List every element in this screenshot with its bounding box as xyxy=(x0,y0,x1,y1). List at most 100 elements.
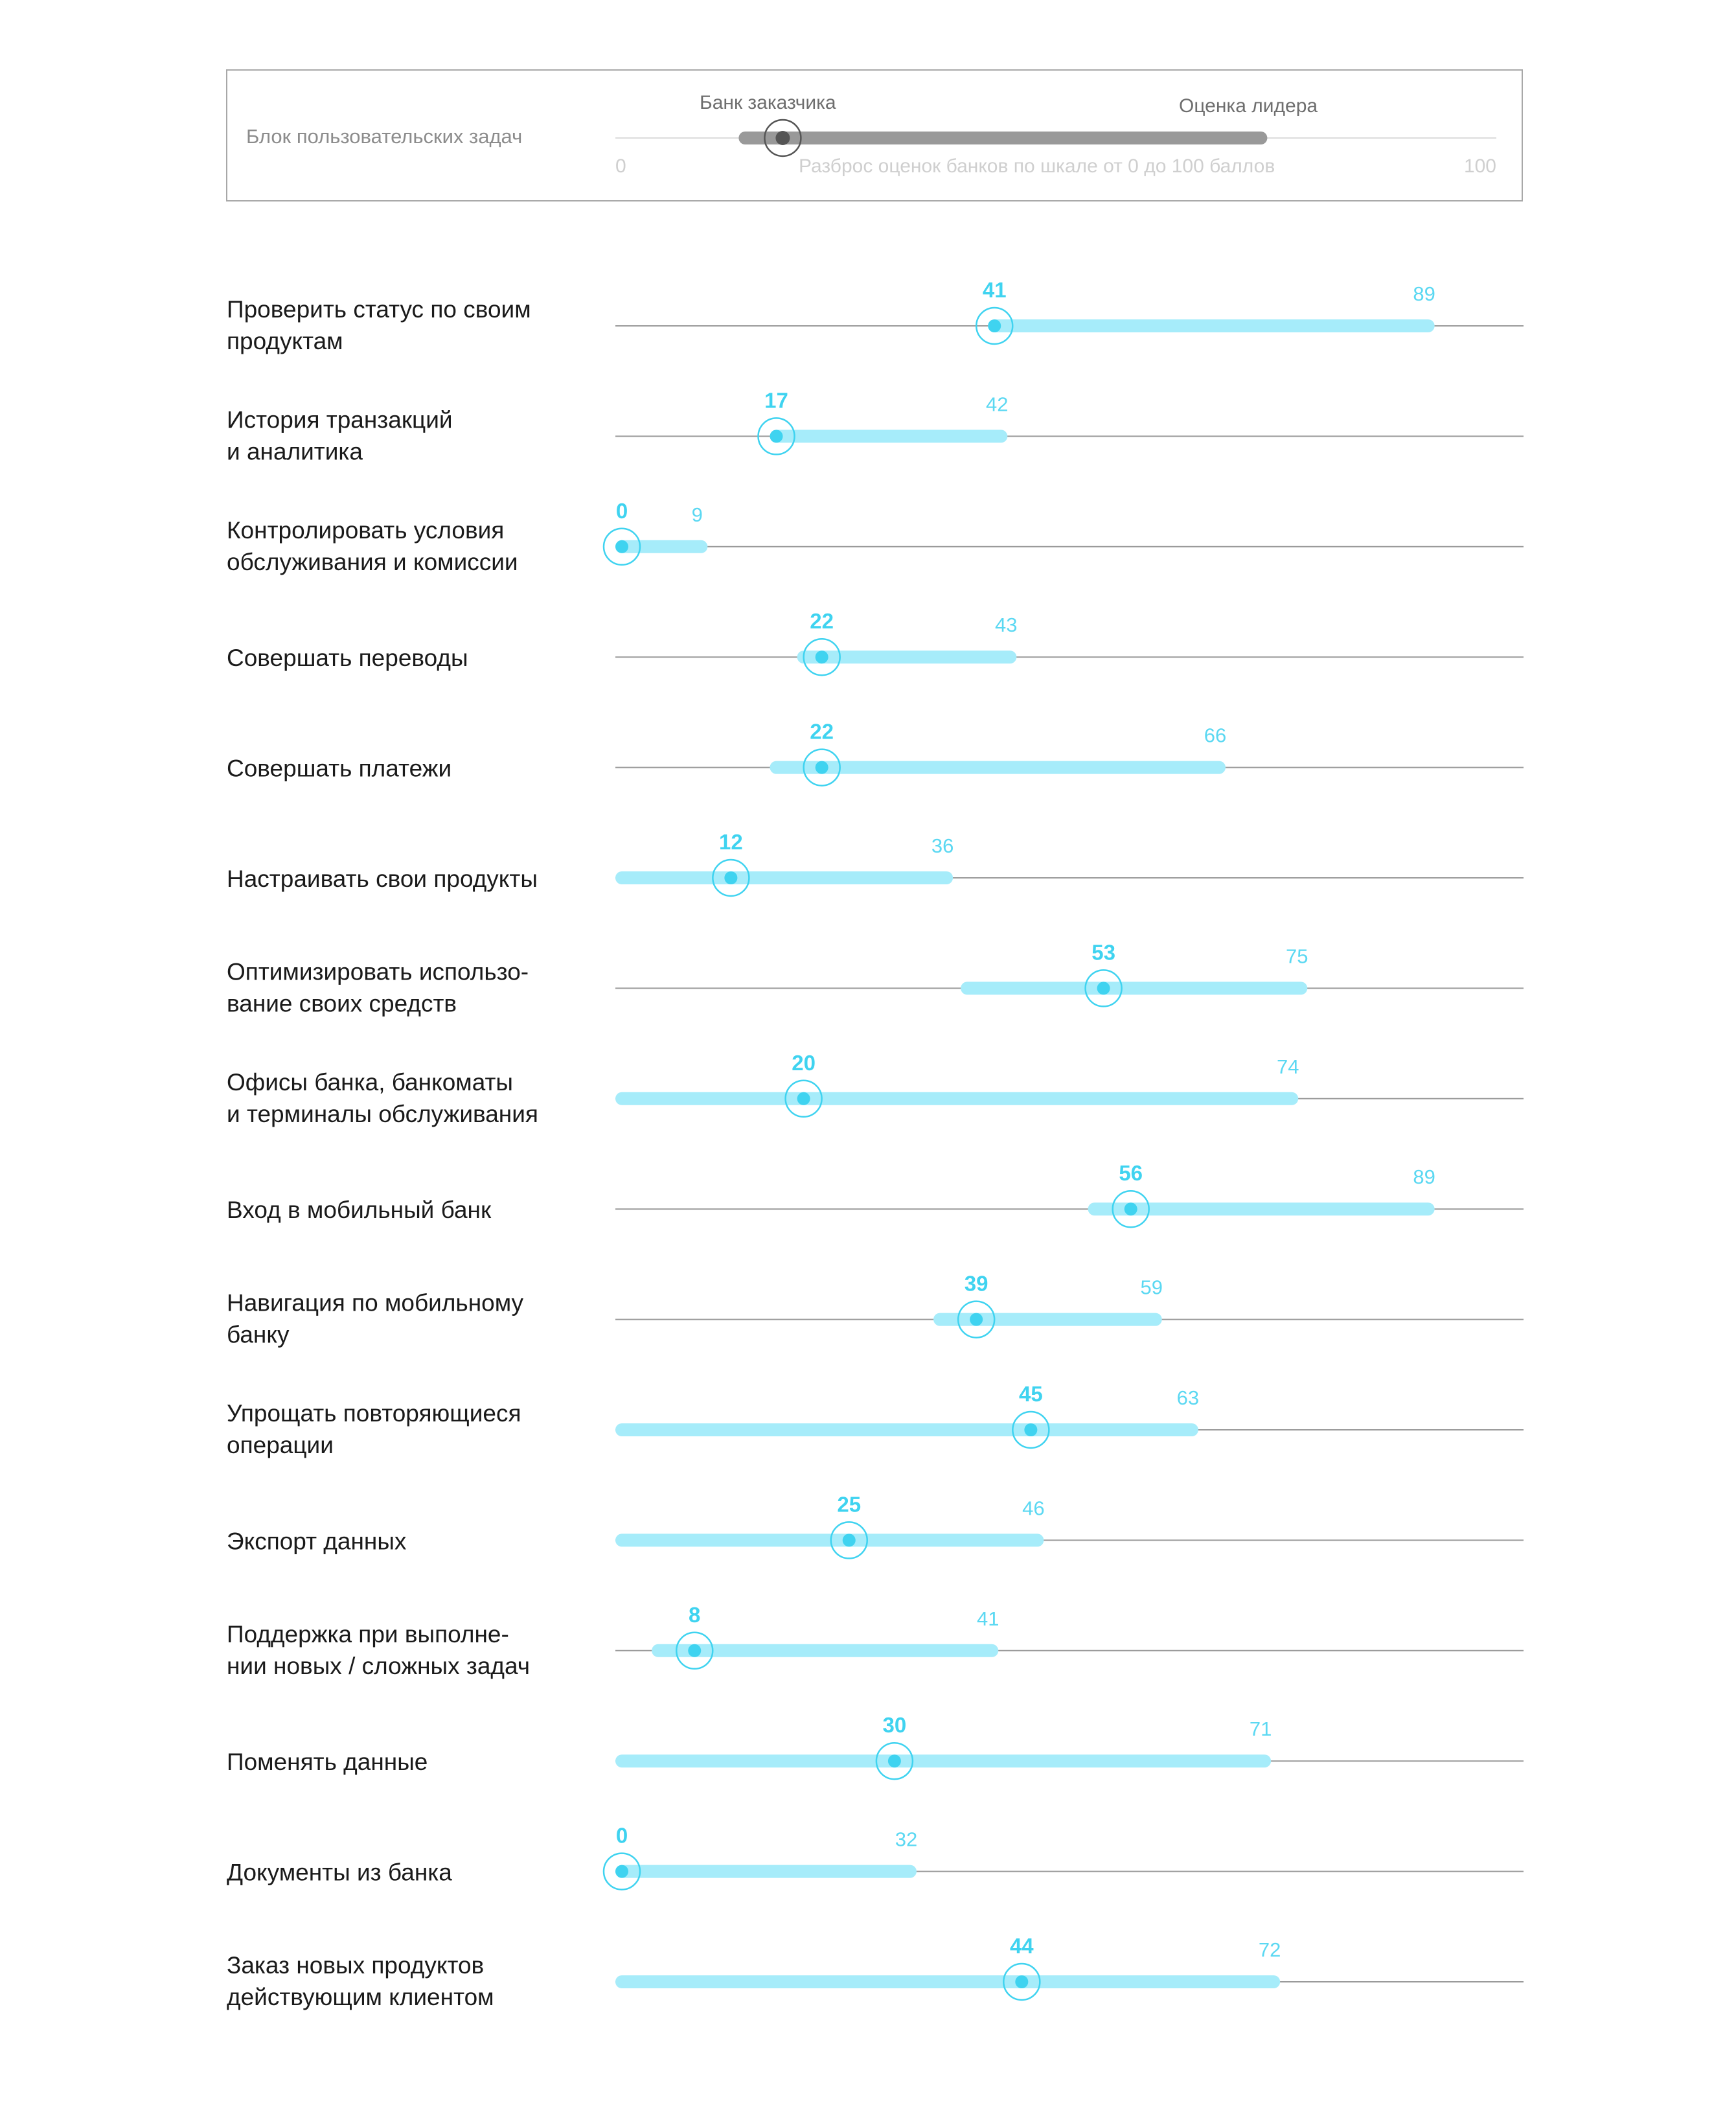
range-bar xyxy=(615,540,708,553)
client-score-label: 0 xyxy=(616,1824,628,1848)
task-label: Заказ новых продуктов действующим клиенто… xyxy=(227,1952,494,2010)
task-label: Настраивать свои продукты xyxy=(227,866,538,892)
chart-row: Поменять данные 30 71 xyxy=(227,1713,1524,1780)
client-dot xyxy=(842,1533,856,1547)
legend: Блок пользовательских задач Банк заказчи… xyxy=(226,69,1523,201)
leader-score-label: 59 xyxy=(1141,1276,1163,1299)
task-label-line: Поменять данные xyxy=(227,1749,428,1775)
legend-min-label: 0 xyxy=(615,155,626,177)
client-score-label: 39 xyxy=(965,1272,988,1296)
client-score-label: 25 xyxy=(837,1492,861,1516)
task-label-line: банку xyxy=(227,1322,290,1348)
task-label: Поддержка при выполне-нии новых / сложны… xyxy=(227,1621,530,1679)
chart-row: Проверить статус по своим продуктам 41 89 xyxy=(227,278,1524,354)
task-label-line: действующим клиентом xyxy=(227,1984,494,2010)
client-dot xyxy=(1024,1423,1038,1436)
client-score-label: 44 xyxy=(1010,1934,1034,1958)
task-label-line: Экспорт данных xyxy=(227,1528,407,1554)
task-label-line: Навигация по мобильному xyxy=(227,1290,524,1316)
client-ring xyxy=(602,1852,641,1890)
client-dot xyxy=(615,1865,628,1878)
client-ring xyxy=(975,306,1014,345)
task-label: Документы из банка xyxy=(227,1859,452,1886)
task-label-line: Совершать платежи xyxy=(227,755,451,782)
legend-client-label: Банк заказчика xyxy=(700,92,836,113)
client-score-label: 12 xyxy=(719,830,743,854)
task-label-line: История транзакций xyxy=(227,406,453,433)
task-label: Совершать переводы xyxy=(227,645,468,671)
client-dot xyxy=(887,1754,901,1768)
task-label: Контролировать условия обслуживания и ком… xyxy=(227,517,518,575)
range-bar xyxy=(770,761,1226,774)
task-label-line: и терминалы обслуживания xyxy=(227,1101,538,1127)
task-label: Поменять данные xyxy=(227,1749,428,1775)
client-score-label: 17 xyxy=(764,388,788,412)
client-score-label: 53 xyxy=(1091,940,1115,964)
range-bar xyxy=(615,1865,917,1878)
task-label-line: Поддержка при выполне- xyxy=(227,1621,509,1648)
legend-scale-note: Разброс оценок банков по шкале от 0 до 1… xyxy=(799,155,1275,177)
chart-row: Контролировать условия обслуживания и ком… xyxy=(227,499,1524,575)
task-label-line: Контролировать условия xyxy=(227,517,504,544)
range-bar xyxy=(770,430,1008,443)
task-label-line: обслуживания и комиссии xyxy=(227,549,518,575)
leader-score-label: 46 xyxy=(1022,1497,1044,1519)
client-dot xyxy=(988,319,1001,332)
client-dot xyxy=(1097,982,1110,995)
leader-score-label: 43 xyxy=(995,614,1017,636)
task-label-line: и аналитика xyxy=(227,438,363,465)
range-bar xyxy=(1088,1202,1435,1216)
leader-score-label: 89 xyxy=(1413,282,1435,305)
leader-score-label: 66 xyxy=(1204,724,1226,747)
chart-row: Вход в мобильный банк 56 89 xyxy=(227,1161,1524,1228)
leader-score-label: 42 xyxy=(986,393,1008,415)
client-ring xyxy=(830,1521,868,1559)
range-bar xyxy=(615,1975,1281,1988)
range-bar xyxy=(797,650,1017,664)
client-score-label: 56 xyxy=(1119,1161,1143,1185)
range-bar xyxy=(988,319,1435,332)
client-dot xyxy=(688,1644,702,1657)
chart-row: Совершать платежи 22 66 xyxy=(227,720,1524,787)
client-dot xyxy=(970,1313,983,1326)
task-label-line: Настраивать свои продукты xyxy=(227,866,538,892)
chart-row: Настраивать свои продукты 12 36 xyxy=(227,830,1524,897)
range-bar xyxy=(652,1644,999,1657)
task-label: Офисы банка, банкоматы и терминалы обслуж… xyxy=(227,1069,538,1127)
client-score-label: 20 xyxy=(792,1051,816,1075)
chart-row: Совершать переводы 22 43 xyxy=(227,609,1524,676)
client-ring xyxy=(784,1079,823,1118)
client-ring xyxy=(1012,1410,1050,1449)
task-label: Проверить статус по своим продуктам xyxy=(227,296,531,354)
client-ring xyxy=(1003,1962,1041,2001)
task-label-line: Проверить статус по своим xyxy=(227,296,531,323)
chart-row: История транзакций и аналитика 17 42 xyxy=(227,388,1524,465)
legend-block-label: Блок пользовательских задач xyxy=(246,125,522,148)
task-label-line: Совершать переводы xyxy=(227,645,468,671)
client-score-label: 22 xyxy=(810,609,834,633)
task-label: История транзакций и аналитика xyxy=(227,406,453,465)
task-label: Вход в мобильный банк xyxy=(227,1197,492,1223)
client-score-label: 22 xyxy=(810,720,834,744)
leader-score-label: 75 xyxy=(1286,945,1308,967)
chart-row: Оптимизировать использо-вание своих сред… xyxy=(227,940,1524,1017)
leader-score-label: 63 xyxy=(1177,1386,1199,1409)
task-label: Экспорт данных xyxy=(227,1528,407,1554)
range-bar xyxy=(615,1423,1198,1436)
task-label: Навигация по мобильному банку xyxy=(227,1290,524,1348)
range-bar xyxy=(615,1754,1272,1768)
client-dot xyxy=(797,1092,810,1105)
leader-score-label: 72 xyxy=(1259,1938,1281,1961)
client-ring xyxy=(803,748,841,787)
client-dot xyxy=(1124,1202,1137,1216)
client-ring xyxy=(1084,969,1123,1007)
task-label: Совершать платежи xyxy=(227,755,451,782)
legend-client-ring xyxy=(764,119,802,157)
chart-row: Офисы банка, банкоматы и терминалы обслуж… xyxy=(227,1051,1524,1127)
client-ring xyxy=(957,1300,996,1338)
leader-score-label: 74 xyxy=(1277,1055,1299,1078)
client-dot xyxy=(615,540,628,553)
legend-client-dot xyxy=(775,131,790,145)
